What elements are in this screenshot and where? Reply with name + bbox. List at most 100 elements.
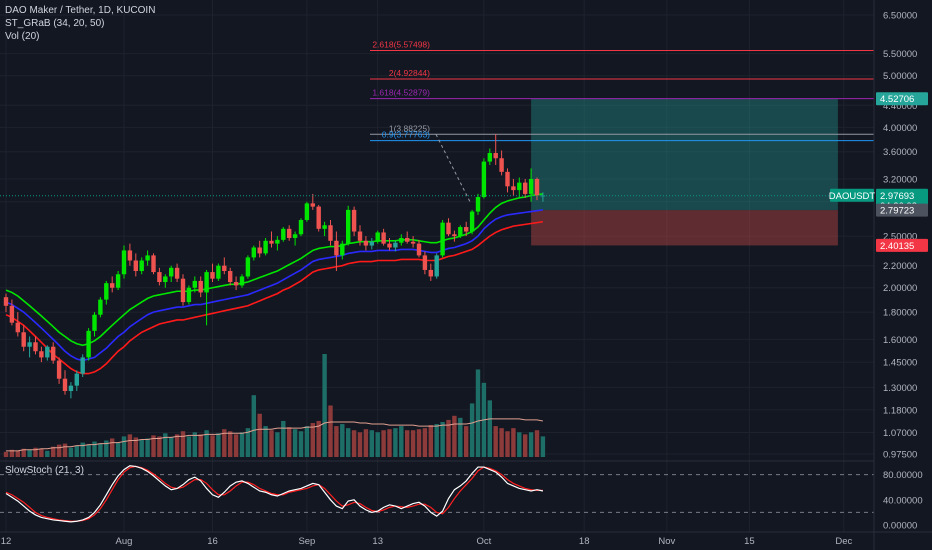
volume-bar	[505, 431, 510, 457]
chart-legend: DAO Maker / Tether, 1D, KUCOIN ST_GRaB (…	[5, 4, 155, 43]
slow-stochastic-pane	[0, 465, 874, 523]
price-tag-text: 2.40135	[880, 241, 914, 252]
candle-body	[493, 153, 498, 159]
candle-body	[239, 276, 245, 286]
price-tick-label: 1.60000	[883, 335, 917, 346]
candle-body	[505, 171, 510, 187]
indicator-volume-label[interactable]: Vol (20)	[5, 31, 40, 42]
volume-bar	[169, 437, 174, 457]
candle-body	[121, 250, 127, 275]
volume-bar	[51, 446, 56, 457]
ema-mid-line	[5, 209, 544, 362]
indicator-st-grab-label[interactable]: ST_GRaB (34, 20, 50)	[5, 18, 105, 29]
fib-level-label: 2.618(5.57498)	[372, 40, 430, 50]
candle-body	[363, 240, 369, 246]
price-candles	[3, 134, 546, 399]
candle-body	[464, 227, 469, 232]
volume-bar	[222, 429, 227, 457]
symbol-title[interactable]: DAO Maker / Tether, 1D, KUCOIN	[5, 5, 156, 16]
volume-bar	[298, 431, 304, 457]
volume-bar	[487, 400, 492, 457]
volume-bar	[68, 447, 74, 457]
price-tick-label: 2.00000	[883, 283, 917, 294]
price-tag-bg	[876, 203, 928, 217]
candle-body	[346, 209, 351, 244]
price-tick-label: 4.00000	[883, 123, 917, 134]
price-tick-label: 6.50000	[883, 11, 917, 22]
volume-bar	[104, 440, 109, 457]
volume-bar	[511, 428, 516, 457]
volume-bar	[369, 430, 374, 457]
candle-body	[127, 250, 133, 261]
price-axis[interactable]: 6.50000 5.50000 5.00000 4.40000 4.00000 3.600…	[883, 11, 917, 461]
volume-bar	[528, 432, 534, 457]
position-loss-zone	[531, 210, 838, 246]
candle-body	[27, 342, 32, 347]
candle-body	[381, 232, 386, 244]
candle-body	[174, 267, 180, 279]
osc-tick-label: 0.00000	[883, 521, 917, 532]
time-tick-label: Aug	[116, 536, 133, 547]
price-tag-bg	[876, 238, 928, 252]
long-position-tool[interactable]	[531, 98, 838, 246]
candle-body	[216, 265, 221, 279]
oscillator-axis[interactable]: 80.00000 40.00000 0.00000	[883, 470, 923, 531]
oscillator-title[interactable]: SlowStoch (21, 3)	[5, 465, 84, 476]
fib-extension-tool[interactable]: 2.618(5.57498) 2(4.92844) 1.618(4.52879) 1(…	[370, 40, 874, 202]
volume-bar	[228, 431, 233, 457]
candle-body	[322, 225, 327, 229]
candle-body	[204, 272, 209, 293]
volume-ma-line	[6, 418, 543, 452]
candle-body	[452, 234, 457, 237]
fib-level-label: 2(4.92844)	[389, 68, 430, 78]
candle-body	[269, 240, 274, 244]
stoch-d-line	[5, 465, 543, 522]
volume-bar	[121, 436, 127, 457]
volume-bar	[151, 435, 156, 457]
volume-bar	[416, 429, 422, 457]
volume-bar	[446, 419, 451, 457]
candle-body	[92, 314, 97, 331]
volume-bar	[92, 441, 97, 457]
candle-body	[222, 265, 227, 272]
symbol-tag-text: DAOUSDT	[829, 191, 876, 202]
candle-body	[316, 206, 321, 229]
volume-bar	[98, 443, 103, 457]
price-tick-label: 5.00000	[883, 71, 917, 82]
price-tick-label: 3.20000	[883, 174, 917, 185]
price-tick-label: 4.40000	[883, 101, 917, 112]
osc-tick-label: 40.00000	[883, 495, 923, 506]
candle-body	[133, 260, 138, 272]
volume-bar	[133, 437, 138, 457]
volume-histogram	[3, 354, 546, 457]
volume-bar	[523, 434, 528, 457]
candle-body	[446, 222, 451, 235]
volume-bar	[33, 447, 38, 457]
ema-high-line	[5, 193, 544, 347]
candle-body	[245, 257, 251, 277]
volume-bar	[263, 426, 268, 457]
volume-bar	[328, 405, 333, 457]
time-tick-label: Dec	[835, 536, 852, 547]
time-axis[interactable]: 12 Aug 16 Sep 13 Oct 18 Nov 15 Dec	[1, 536, 853, 547]
candle-body	[416, 243, 422, 256]
candle-body	[487, 153, 492, 162]
volume-bar	[180, 431, 186, 457]
volume-bar	[469, 403, 475, 457]
last-price-tag-text: 2.97693	[880, 191, 914, 202]
candle-body	[86, 330, 91, 358]
volume-bar	[174, 434, 180, 457]
candle-body	[534, 178, 540, 196]
candle-body	[169, 267, 174, 277]
volume-bar	[452, 415, 457, 457]
volume-bar	[381, 430, 386, 457]
volume-bar	[204, 430, 209, 457]
fib-level-label: 1(3.88225)	[389, 123, 430, 133]
volume-bar	[292, 429, 298, 457]
volume-bar	[198, 434, 203, 457]
candle-body	[39, 351, 44, 358]
volume-bar	[281, 420, 286, 457]
volume-bar	[517, 432, 522, 457]
price-tags: 4.527062.9769304:26:032.797232.40135DAOU…	[0, 92, 928, 252]
